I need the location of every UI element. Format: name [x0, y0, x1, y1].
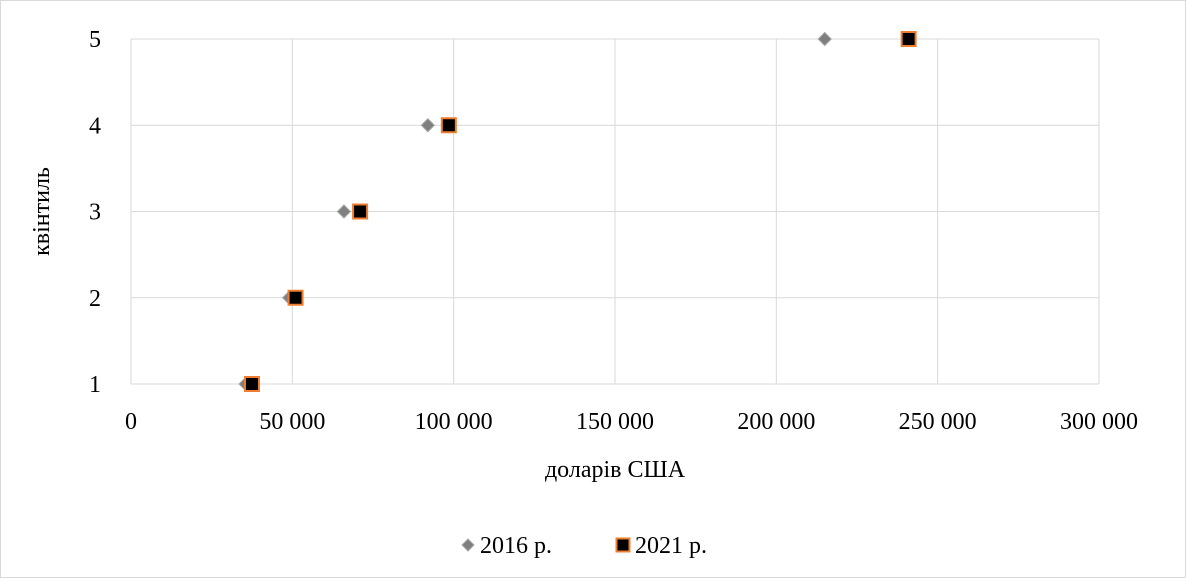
point-2021 — [440, 117, 457, 134]
gridlines — [130, 38, 1100, 385]
y-axis-title: квінтиль — [29, 167, 55, 256]
y-tick-label: 3 — [89, 200, 101, 226]
point-2021 — [352, 203, 369, 220]
point-2016 — [336, 204, 352, 219]
x-tick-label: 300 000 — [1060, 409, 1138, 435]
legend-label: 2016 р. — [480, 533, 552, 559]
y-tick-label: 2 — [89, 286, 101, 312]
legend-item: 2021 р. — [615, 533, 707, 559]
legend-label: 2021 р. — [635, 533, 707, 559]
legend-marker-2021 — [615, 537, 631, 553]
point-2021 — [244, 376, 260, 392]
legend-marker-2016 — [461, 538, 475, 552]
point-2021 — [900, 31, 917, 47]
y-tick-label: 1 — [89, 372, 101, 398]
x-tick-label: 150 000 — [576, 409, 654, 435]
x-tick-label: 200 000 — [737, 409, 815, 435]
y-tick-label: 4 — [89, 113, 101, 139]
x-tick-label: 100 000 — [415, 409, 493, 435]
x-tick-label: 50 000 — [259, 409, 325, 435]
point-2016 — [420, 118, 436, 133]
x-tick-label: 250 000 — [899, 409, 977, 435]
data-points — [238, 31, 917, 392]
legend-item: 2016 р. — [461, 533, 552, 559]
x-axis-title: доларів США — [545, 457, 686, 483]
point-2021 — [287, 289, 304, 306]
tick-labels: 0 50 000 100 000 150 000 200 000 250 000 300 0… — [89, 27, 1138, 435]
legend: 2016 р. 2021 р. — [461, 533, 707, 559]
point-2016 — [817, 31, 832, 47]
y-tick-label: 5 — [89, 27, 101, 53]
x-tick-label: 0 — [125, 409, 137, 435]
